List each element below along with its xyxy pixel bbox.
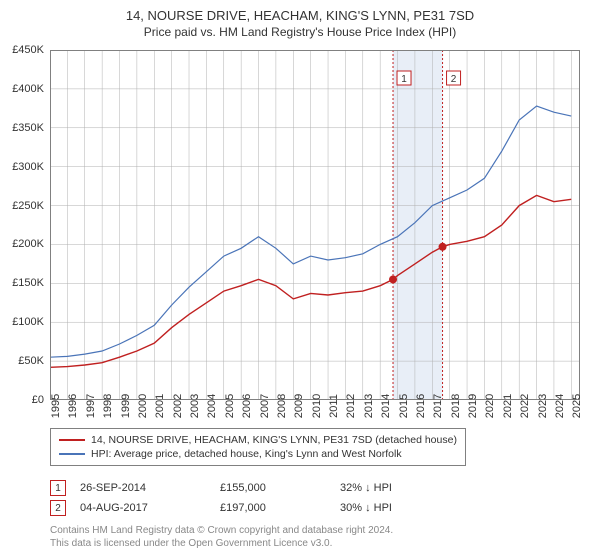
x-axis-label: 2020 bbox=[484, 394, 496, 418]
x-axis-label: 2014 bbox=[380, 394, 392, 418]
x-axis-label: 2003 bbox=[189, 394, 201, 418]
annotation-marker: 2 bbox=[50, 500, 66, 516]
annotation-cell-date: 26-SEP-2014 bbox=[80, 482, 220, 494]
y-axis-label: £350K bbox=[12, 122, 44, 134]
legend-item: 14, NOURSE DRIVE, HEACHAM, KING'S LYNN, … bbox=[59, 433, 457, 447]
x-axis-label: 2016 bbox=[415, 394, 427, 418]
annotation-cell-delta: 30% ↓ HPI bbox=[340, 502, 460, 514]
x-axis-label: 2002 bbox=[172, 394, 184, 418]
legend-swatch bbox=[59, 453, 85, 455]
legend-swatch bbox=[59, 439, 85, 441]
svg-text:2: 2 bbox=[451, 74, 457, 85]
x-axis-label: 2007 bbox=[259, 394, 271, 418]
chart-title: 14, NOURSE DRIVE, HEACHAM, KING'S LYNN, … bbox=[0, 0, 600, 23]
x-axis-label: 2023 bbox=[537, 394, 549, 418]
x-axis-label: 2005 bbox=[224, 394, 236, 418]
x-axis-label: 2001 bbox=[154, 394, 166, 418]
x-axis-label: 2013 bbox=[363, 394, 375, 418]
legend-label: 14, NOURSE DRIVE, HEACHAM, KING'S LYNN, … bbox=[91, 434, 457, 446]
footer-line2: This data is licensed under the Open Gov… bbox=[50, 537, 393, 550]
x-axis-label: 1995 bbox=[50, 394, 62, 418]
footer: Contains HM Land Registry data © Crown c… bbox=[50, 524, 393, 550]
svg-text:1: 1 bbox=[401, 74, 407, 85]
x-axis-label: 2006 bbox=[241, 394, 253, 418]
y-axis-label: £100K bbox=[12, 316, 44, 328]
x-axis-label: 2015 bbox=[398, 394, 410, 418]
annotation-cell-price: £155,000 bbox=[220, 482, 340, 494]
legend-item: HPI: Average price, detached house, King… bbox=[59, 447, 457, 461]
x-axis-label: 2012 bbox=[345, 394, 357, 418]
annotation-row: 2 04-AUG-2017£197,00030% ↓ HPI bbox=[50, 498, 460, 518]
annotation-table: 1 26-SEP-2014£155,00032% ↓ HPI 2 04-AUG-201… bbox=[50, 478, 460, 518]
y-axis-label: £400K bbox=[12, 83, 44, 95]
x-axis-label: 2018 bbox=[450, 394, 462, 418]
y-axis-label: £250K bbox=[12, 200, 44, 212]
legend-label: HPI: Average price, detached house, King… bbox=[91, 448, 402, 460]
annotation-cell-num: 1 bbox=[50, 480, 80, 496]
y-axis-label: £450K bbox=[12, 44, 44, 56]
x-axis-label: 2025 bbox=[571, 394, 583, 418]
chart-svg: 12 bbox=[50, 50, 580, 400]
x-axis-label: 2022 bbox=[519, 394, 531, 418]
y-axis-label: £150K bbox=[12, 277, 44, 289]
annotation-cell-date: 04-AUG-2017 bbox=[80, 502, 220, 514]
x-axis-label: 2009 bbox=[293, 394, 305, 418]
legend: 14, NOURSE DRIVE, HEACHAM, KING'S LYNN, … bbox=[50, 428, 466, 466]
annotation-cell-price: £197,000 bbox=[220, 502, 340, 514]
chart-area: 12 £0£50K£100K£150K£200K£250K£300K£350K£… bbox=[50, 50, 580, 400]
x-axis-label: 2017 bbox=[432, 394, 444, 418]
y-axis-label: £300K bbox=[12, 161, 44, 173]
x-axis-label: 1999 bbox=[120, 394, 132, 418]
x-axis-label: 1996 bbox=[67, 394, 79, 418]
x-axis-label: 2000 bbox=[137, 394, 149, 418]
x-axis-label: 2011 bbox=[328, 394, 340, 418]
x-axis-label: 2010 bbox=[311, 394, 323, 418]
x-axis-label: 2004 bbox=[206, 394, 218, 418]
annotation-marker: 1 bbox=[50, 480, 66, 496]
footer-line1: Contains HM Land Registry data © Crown c… bbox=[50, 524, 393, 537]
x-axis-label: 2024 bbox=[554, 394, 566, 418]
chart-container: 14, NOURSE DRIVE, HEACHAM, KING'S LYNN, … bbox=[0, 0, 600, 560]
x-axis-label: 1997 bbox=[85, 394, 97, 418]
annotation-cell-delta: 32% ↓ HPI bbox=[340, 482, 460, 494]
x-axis-label: 1998 bbox=[102, 394, 114, 418]
x-axis-label: 2019 bbox=[467, 394, 479, 418]
annotation-cell-num: 2 bbox=[50, 500, 80, 516]
x-axis-label: 2008 bbox=[276, 394, 288, 418]
y-axis-label: £200K bbox=[12, 238, 44, 250]
annotation-row: 1 26-SEP-2014£155,00032% ↓ HPI bbox=[50, 478, 460, 498]
y-axis-label: £0 bbox=[32, 394, 44, 406]
x-axis-label: 2021 bbox=[502, 394, 514, 418]
y-axis-label: £50K bbox=[18, 355, 44, 367]
chart-subtitle: Price paid vs. HM Land Registry's House … bbox=[0, 23, 600, 39]
